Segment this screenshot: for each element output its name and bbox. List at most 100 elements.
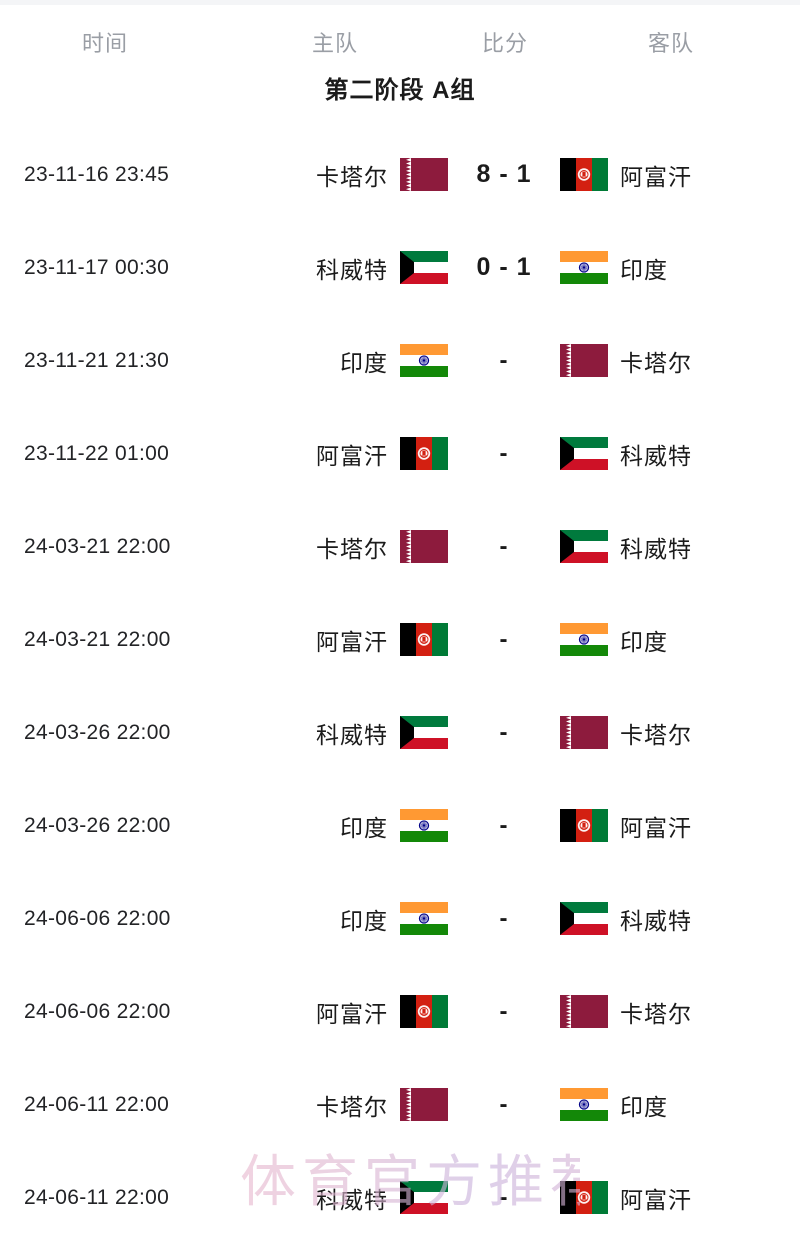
flag-icon-qatar xyxy=(400,530,448,563)
away-team-cell: 阿富汗 xyxy=(560,779,800,872)
away-team-cell: 科威特 xyxy=(560,407,800,500)
match-row[interactable]: 24-03-21 22:00 阿富汗 - 印度 xyxy=(0,593,800,686)
home-team-name: 卡塔尔 xyxy=(316,163,388,190)
column-header-away: 客队 xyxy=(648,31,695,56)
match-datetime: 23-11-22 01:00 xyxy=(24,441,170,465)
home-team-name: 卡塔尔 xyxy=(316,1093,388,1120)
away-team-name: 科威特 xyxy=(620,535,692,562)
match-datetime: 23-11-16 23:45 xyxy=(24,162,170,186)
column-header-time: 时间 xyxy=(82,31,129,56)
match-datetime: 24-06-06 22:00 xyxy=(24,999,171,1023)
home-team-name: 阿富汗 xyxy=(316,628,388,655)
flag-icon-qatar xyxy=(560,995,608,1028)
match-row[interactable]: 24-06-11 22:00 科威特 - 阿富汗 xyxy=(0,1151,800,1233)
flag-icon-india xyxy=(400,809,448,842)
away-team-name: 科威特 xyxy=(620,442,692,469)
match-score: - xyxy=(499,904,509,932)
flag-icon-india xyxy=(560,1088,608,1121)
away-team-name: 阿富汗 xyxy=(620,163,692,190)
flag-icon-kuwait xyxy=(400,1181,448,1214)
home-team-cell: 阿富汗 xyxy=(200,965,448,1058)
away-team-cell: 印度 xyxy=(560,221,800,314)
away-team-cell: 阿富汗 xyxy=(560,1151,800,1233)
match-datetime: 23-11-17 00:30 xyxy=(24,255,170,279)
away-team-cell: 科威特 xyxy=(560,872,800,965)
away-team-cell: 卡塔尔 xyxy=(560,686,800,779)
flag-icon-kuwait xyxy=(560,437,608,470)
match-row[interactable]: 24-06-06 22:00 阿富汗 - 卡塔尔 xyxy=(0,965,800,1058)
home-team-cell: 阿富汗 xyxy=(200,407,448,500)
away-team-name: 阿富汗 xyxy=(620,1186,692,1213)
home-team-cell: 印度 xyxy=(200,314,448,407)
match-datetime: 23-11-21 21:30 xyxy=(24,348,170,372)
home-team-name: 科威特 xyxy=(316,1186,388,1213)
match-row[interactable]: 23-11-21 21:30 印度 - 卡塔尔 xyxy=(0,314,800,407)
flag-icon-kuwait xyxy=(400,716,448,749)
away-team-cell: 印度 xyxy=(560,1058,800,1151)
column-header-home: 主队 xyxy=(312,31,359,56)
flag-icon-qatar xyxy=(400,158,448,191)
flag-icon-afghanistan xyxy=(400,437,448,470)
match-row[interactable]: 24-06-11 22:00 卡塔尔 - 印度 xyxy=(0,1058,800,1151)
match-row[interactable]: 24-03-26 22:00 科威特 - 卡塔尔 xyxy=(0,686,800,779)
home-team-name: 印度 xyxy=(340,907,388,934)
home-team-cell: 印度 xyxy=(200,779,448,872)
match-datetime: 24-03-21 22:00 xyxy=(24,534,171,558)
match-score: - xyxy=(499,997,509,1025)
match-score: - xyxy=(499,811,509,839)
flag-icon-kuwait xyxy=(560,530,608,563)
away-team-cell: 印度 xyxy=(560,593,800,686)
home-team-name: 卡塔尔 xyxy=(316,535,388,562)
home-team-name: 科威特 xyxy=(316,256,388,283)
home-team-name: 印度 xyxy=(340,349,388,376)
away-team-name: 科威特 xyxy=(620,907,692,934)
away-team-cell: 科威特 xyxy=(560,500,800,593)
flag-icon-india xyxy=(560,251,608,284)
away-team-name: 印度 xyxy=(620,256,668,283)
match-score: - xyxy=(499,718,509,746)
match-row[interactable]: 23-11-16 23:45 卡塔尔 8 - 1 阿富汗 xyxy=(0,128,800,221)
home-team-name: 印度 xyxy=(340,814,388,841)
home-team-cell: 卡塔尔 xyxy=(200,1058,448,1151)
match-datetime: 24-03-21 22:00 xyxy=(24,627,171,651)
home-team-cell: 科威特 xyxy=(200,221,448,314)
home-team-name: 阿富汗 xyxy=(316,442,388,469)
flag-icon-afghanistan xyxy=(400,995,448,1028)
away-team-cell: 卡塔尔 xyxy=(560,314,800,407)
home-team-name: 阿富汗 xyxy=(316,1000,388,1027)
flag-icon-kuwait xyxy=(400,251,448,284)
table-header-row: 时间 主队 比分 客队 xyxy=(0,22,800,66)
group-title: 第二阶段 A组 xyxy=(324,77,476,104)
flag-icon-india xyxy=(400,902,448,935)
home-team-cell: 印度 xyxy=(200,872,448,965)
match-score: - xyxy=(499,439,509,467)
match-score: - xyxy=(499,1183,509,1211)
match-datetime: 24-06-11 22:00 xyxy=(24,1185,170,1209)
flag-icon-india xyxy=(400,344,448,377)
column-header-score: 比分 xyxy=(482,31,529,56)
home-team-cell: 卡塔尔 xyxy=(200,500,448,593)
flag-icon-afghanistan xyxy=(560,809,608,842)
match-row[interactable]: 24-03-26 22:00 印度 - 阿富汗 xyxy=(0,779,800,872)
away-team-name: 印度 xyxy=(620,628,668,655)
match-row[interactable]: 23-11-22 01:00 阿富汗 - 科威特 xyxy=(0,407,800,500)
away-team-name: 卡塔尔 xyxy=(620,349,692,376)
away-team-name: 卡塔尔 xyxy=(620,1000,692,1027)
flag-icon-qatar xyxy=(560,344,608,377)
match-row[interactable]: 23-11-17 00:30 科威特 0 - 1 印度 xyxy=(0,221,800,314)
home-team-cell: 卡塔尔 xyxy=(200,128,448,221)
top-divider xyxy=(0,0,800,5)
home-team-name: 科威特 xyxy=(316,721,388,748)
flag-icon-kuwait xyxy=(560,902,608,935)
match-row[interactable]: 24-03-21 22:00 卡塔尔 - 科威特 xyxy=(0,500,800,593)
home-team-cell: 阿富汗 xyxy=(200,593,448,686)
flag-icon-qatar xyxy=(560,716,608,749)
match-row[interactable]: 24-06-06 22:00 印度 - 科威特 xyxy=(0,872,800,965)
match-score: 0 - 1 xyxy=(476,253,532,281)
flag-icon-afghanistan xyxy=(560,1181,608,1214)
match-score: 8 - 1 xyxy=(476,160,532,188)
flag-icon-afghanistan xyxy=(560,158,608,191)
flag-icon-india xyxy=(560,623,608,656)
match-score: - xyxy=(499,532,509,560)
